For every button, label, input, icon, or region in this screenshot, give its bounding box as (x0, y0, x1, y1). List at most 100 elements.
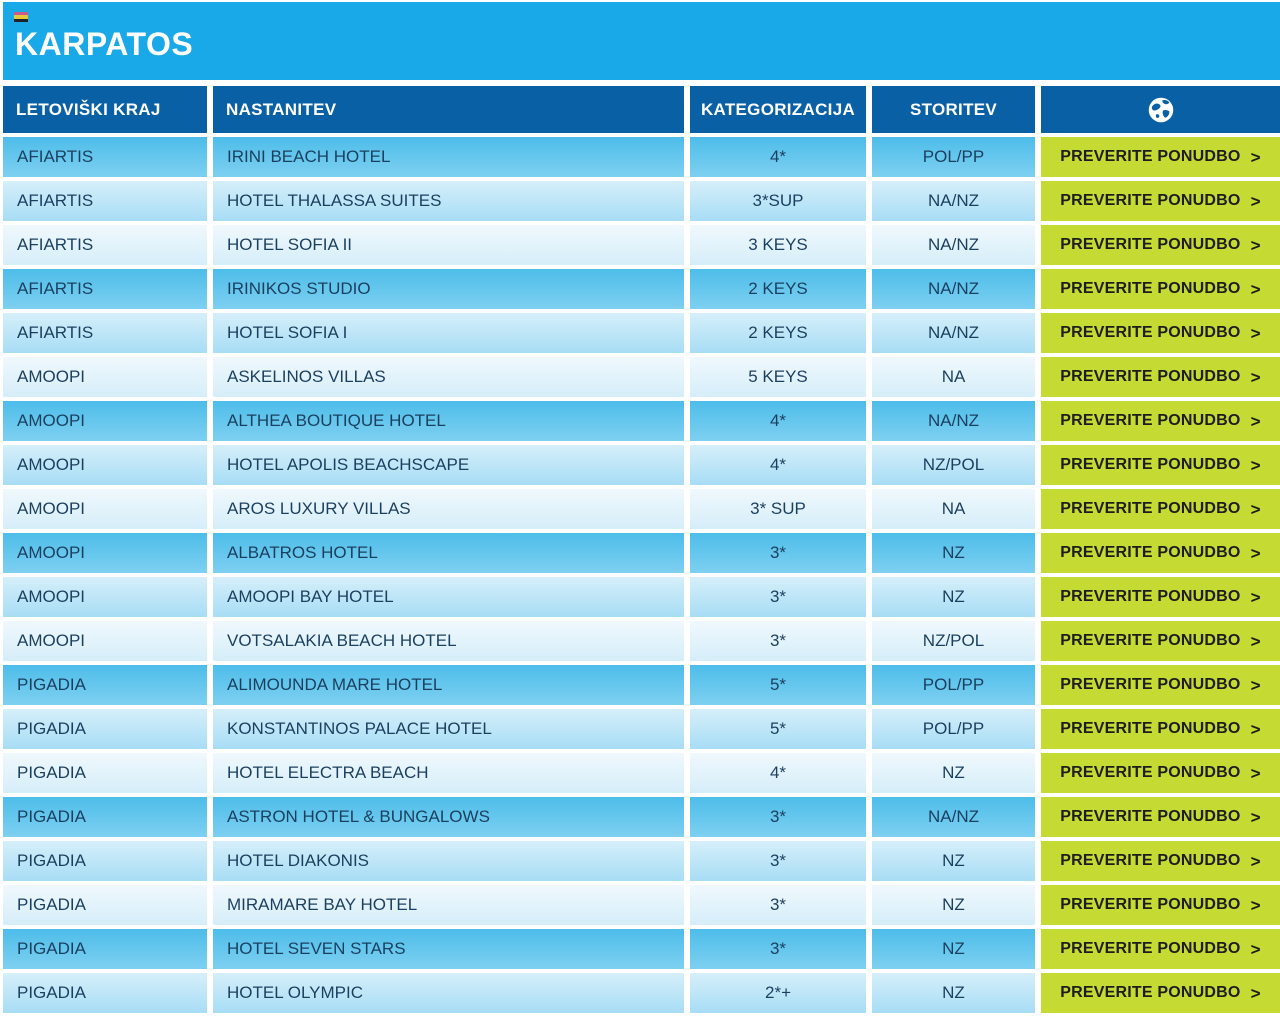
cell-kategorizacija: 2 KEYS (690, 313, 866, 353)
cell-storitev: NZ/POL (872, 621, 1035, 661)
cell-nastanitev: HOTEL SOFIA I (213, 313, 684, 353)
cell-nastanitev: AMOOPI BAY HOTEL (213, 577, 684, 617)
cell-kategorizacija: 4* (690, 401, 866, 441)
preverite-ponudbo-button[interactable]: PREVERITE PONUDBO > (1041, 753, 1280, 793)
preverite-ponudbo-button[interactable]: PREVERITE PONUDBO > (1041, 841, 1280, 881)
offer-button-label: PREVERITE PONUDBO (1060, 412, 1241, 429)
preverite-ponudbo-button[interactable]: PREVERITE PONUDBO > (1041, 445, 1280, 485)
chevron-right-icon: > (1250, 851, 1261, 871)
chevron-right-icon: > (1250, 807, 1261, 827)
offer-button-label: PREVERITE PONUDBO (1060, 632, 1241, 649)
preverite-ponudbo-button[interactable]: PREVERITE PONUDBO > (1041, 313, 1280, 353)
preverite-ponudbo-button[interactable]: PREVERITE PONUDBO > (1041, 665, 1280, 705)
offer-button-label: PREVERITE PONUDBO (1060, 984, 1241, 1001)
cell-storitev: NZ (872, 929, 1035, 969)
chevron-right-icon: > (1250, 939, 1261, 959)
chevron-right-icon: > (1250, 719, 1261, 739)
preverite-ponudbo-button[interactable]: PREVERITE PONUDBO > (1041, 269, 1280, 309)
cell-letoviski-kraj: PIGADIA (3, 753, 207, 793)
cell-kategorizacija: 5* (690, 665, 866, 705)
column-header-nastanitev: NASTANITEV (213, 86, 684, 133)
cell-storitev: NA/NZ (872, 269, 1035, 309)
offer-button-label: PREVERITE PONUDBO (1060, 456, 1241, 473)
chevron-right-icon: > (1250, 147, 1261, 167)
cell-nastanitev: IRINIKOS STUDIO (213, 269, 684, 309)
preverite-ponudbo-button[interactable]: PREVERITE PONUDBO > (1041, 709, 1280, 749)
cell-letoviski-kraj: AFIARTIS (3, 225, 207, 265)
preverite-ponudbo-button[interactable]: PREVERITE PONUDBO > (1041, 401, 1280, 441)
preverite-ponudbo-button[interactable]: PREVERITE PONUDBO > (1041, 137, 1280, 177)
chevron-right-icon: > (1250, 675, 1261, 695)
chevron-right-icon: > (1250, 587, 1261, 607)
cell-nastanitev: HOTEL OLYMPIC (213, 973, 684, 1013)
cell-kategorizacija: 3* (690, 577, 866, 617)
cell-storitev: NA/NZ (872, 401, 1035, 441)
cell-letoviski-kraj: AMOOPI (3, 401, 207, 441)
cell-kategorizacija: 4* (690, 445, 866, 485)
cell-letoviski-kraj: PIGADIA (3, 973, 207, 1013)
cell-nastanitev: ASKELINOS VILLAS (213, 357, 684, 397)
offer-button-label: PREVERITE PONUDBO (1060, 588, 1241, 605)
flag-icon (14, 12, 28, 23)
cell-nastanitev: ALBATROS HOTEL (213, 533, 684, 573)
cell-storitev: NZ (872, 841, 1035, 881)
preverite-ponudbo-button[interactable]: PREVERITE PONUDBO > (1041, 225, 1280, 265)
cell-nastanitev: HOTEL ELECTRA BEACH (213, 753, 684, 793)
column-header-letoviski-kraj: LETOVIŠKI KRAJ (3, 86, 207, 133)
preverite-ponudbo-button[interactable]: PREVERITE PONUDBO > (1041, 489, 1280, 529)
offer-button-label: PREVERITE PONUDBO (1060, 940, 1241, 957)
cell-storitev: NZ/POL (872, 445, 1035, 485)
cell-letoviski-kraj: PIGADIA (3, 885, 207, 925)
cell-letoviski-kraj: PIGADIA (3, 841, 207, 881)
offer-button-label: PREVERITE PONUDBO (1060, 236, 1241, 253)
preverite-ponudbo-button[interactable]: PREVERITE PONUDBO > (1041, 621, 1280, 661)
chevron-right-icon: > (1250, 235, 1261, 255)
cell-nastanitev: HOTEL SEVEN STARS (213, 929, 684, 969)
cell-kategorizacija: 4* (690, 753, 866, 793)
hotels-table: LETOVIŠKI KRAJ NASTANITEV KATEGORIZACIJA… (3, 86, 1280, 1013)
preverite-ponudbo-button[interactable]: PREVERITE PONUDBO > (1041, 797, 1280, 837)
preverite-ponudbo-button[interactable]: PREVERITE PONUDBO > (1041, 357, 1280, 397)
chevron-right-icon: > (1250, 367, 1261, 387)
cell-nastanitev: HOTEL APOLIS BEACHSCAPE (213, 445, 684, 485)
cell-kategorizacija: 3* (690, 929, 866, 969)
preverite-ponudbo-button[interactable]: PREVERITE PONUDBO > (1041, 885, 1280, 925)
cell-letoviski-kraj: PIGADIA (3, 797, 207, 837)
chevron-right-icon: > (1250, 411, 1261, 431)
cell-nastanitev: HOTEL THALASSA SUITES (213, 181, 684, 221)
preverite-ponudbo-button[interactable]: PREVERITE PONUDBO > (1041, 533, 1280, 573)
cell-letoviski-kraj: AFIARTIS (3, 137, 207, 177)
cell-kategorizacija: 3 KEYS (690, 225, 866, 265)
offer-button-label: PREVERITE PONUDBO (1060, 896, 1241, 913)
offer-button-label: PREVERITE PONUDBO (1060, 368, 1241, 385)
cell-letoviski-kraj: PIGADIA (3, 709, 207, 749)
cell-kategorizacija: 3* (690, 797, 866, 837)
cell-storitev: NZ (872, 533, 1035, 573)
preverite-ponudbo-button[interactable]: PREVERITE PONUDBO > (1041, 973, 1280, 1013)
column-header-storitev: STORITEV (872, 86, 1035, 133)
cell-kategorizacija: 3* (690, 885, 866, 925)
cell-letoviski-kraj: AFIARTIS (3, 181, 207, 221)
chevron-right-icon: > (1250, 279, 1261, 299)
preverite-ponudbo-button[interactable]: PREVERITE PONUDBO > (1041, 181, 1280, 221)
offer-button-label: PREVERITE PONUDBO (1060, 324, 1241, 341)
cell-nastanitev: AROS LUXURY VILLAS (213, 489, 684, 529)
globe-icon (1148, 97, 1173, 122)
cell-kategorizacija: 3* SUP (690, 489, 866, 529)
cell-nastanitev: ALTHEA BOUTIQUE HOTEL (213, 401, 684, 441)
preverite-ponudbo-button[interactable]: PREVERITE PONUDBO > (1041, 929, 1280, 969)
preverite-ponudbo-button[interactable]: PREVERITE PONUDBO > (1041, 577, 1280, 617)
column-header-offers (1041, 86, 1280, 133)
cell-letoviski-kraj: AFIARTIS (3, 269, 207, 309)
chevron-right-icon: > (1250, 543, 1261, 563)
chevron-right-icon: > (1250, 983, 1261, 1003)
offer-button-label: PREVERITE PONUDBO (1060, 280, 1241, 297)
cell-kategorizacija: 4* (690, 137, 866, 177)
cell-kategorizacija: 3* (690, 621, 866, 661)
cell-storitev: NA/NZ (872, 181, 1035, 221)
cell-storitev: NZ (872, 885, 1035, 925)
chevron-right-icon: > (1250, 455, 1261, 475)
cell-storitev: NA (872, 489, 1035, 529)
offer-button-label: PREVERITE PONUDBO (1060, 720, 1241, 737)
offer-button-label: PREVERITE PONUDBO (1060, 764, 1241, 781)
